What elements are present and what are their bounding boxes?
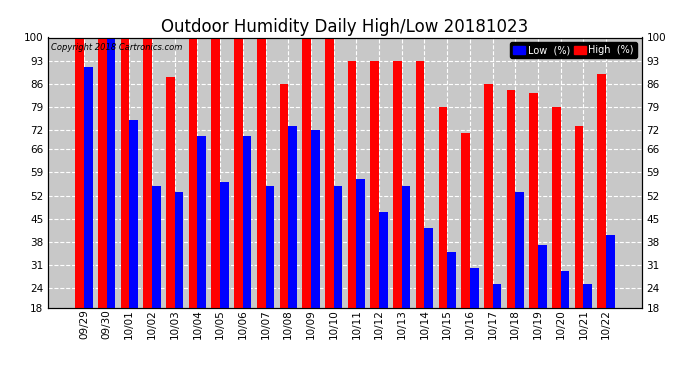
Bar [197,136,206,308]
Bar [288,126,297,308]
Bar [439,106,447,308]
Bar [598,74,606,308]
Bar [84,67,92,308]
Bar [356,179,365,308]
Bar [212,38,220,308]
Bar [234,38,243,308]
Bar [75,38,84,308]
Bar [325,38,334,308]
Bar [402,186,411,308]
Bar [561,271,569,308]
Bar [166,77,175,308]
Bar [575,126,584,308]
Bar [371,60,379,308]
Bar [121,38,129,308]
Bar [279,84,288,308]
Bar [606,235,615,308]
Bar [106,38,115,308]
Text: Copyright 2018 Cartronics.com: Copyright 2018 Cartronics.com [51,43,183,52]
Bar [152,186,161,308]
Legend: Low  (%), High  (%): Low (%), High (%) [510,42,637,58]
Bar [484,84,493,308]
Bar [175,192,184,308]
Bar [424,228,433,308]
Bar [129,120,138,308]
Bar [189,38,197,308]
Bar [334,186,342,308]
Title: Outdoor Humidity Daily High/Low 20181023: Outdoor Humidity Daily High/Low 20181023 [161,18,529,36]
Bar [393,60,402,308]
Bar [552,106,561,308]
Bar [529,93,538,308]
Bar [302,38,311,308]
Bar [144,38,152,308]
Bar [506,90,515,308]
Bar [461,133,470,308]
Bar [98,38,106,308]
Bar [515,192,524,308]
Bar [470,268,478,308]
Bar [379,212,388,308]
Bar [584,285,592,308]
Bar [416,60,424,308]
Bar [311,130,319,308]
Bar [447,252,456,308]
Bar [348,60,356,308]
Bar [266,186,274,308]
Bar [243,136,251,308]
Bar [493,285,501,308]
Bar [257,38,266,308]
Bar [538,245,546,308]
Bar [220,182,229,308]
